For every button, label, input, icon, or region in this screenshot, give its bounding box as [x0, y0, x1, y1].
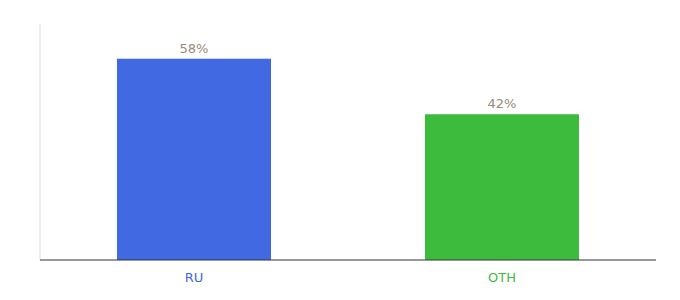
- data-label: 58%: [180, 41, 209, 56]
- chart-container: 58% 42% RU OTH: [0, 0, 680, 300]
- x-tick-label: OTH: [488, 270, 516, 285]
- data-label: 42%: [488, 96, 517, 111]
- y-axis-line: [40, 24, 41, 260]
- bars: [117, 59, 579, 260]
- x-tick-label: RU: [185, 270, 204, 285]
- bar: [425, 114, 579, 260]
- chart-svg: 58% 42% RU OTH: [0, 0, 680, 300]
- bar: [117, 59, 271, 260]
- x-axis-line: [40, 260, 656, 261]
